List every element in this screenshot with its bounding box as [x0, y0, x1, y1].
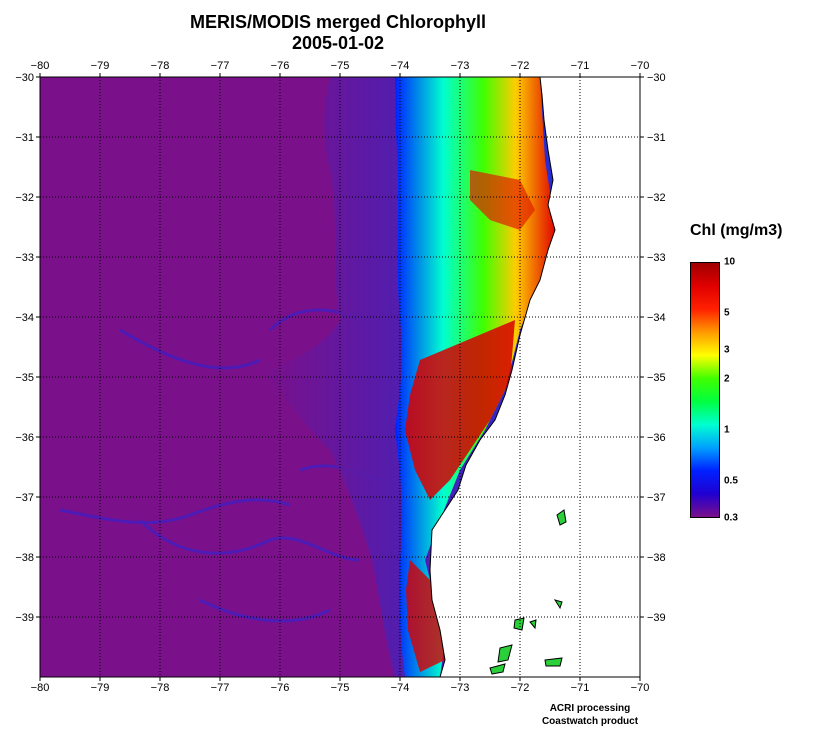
lon-label-bottom: −76 [271, 682, 290, 694]
lat-label-left: −38 [15, 552, 34, 564]
lon-label-bottom: −77 [211, 682, 230, 694]
lon-label-bottom: −79 [91, 682, 110, 694]
graticule [40, 77, 640, 677]
lon-label-top: −73 [451, 60, 470, 72]
lat-label-left: −39 [15, 612, 34, 624]
lon-label-bottom: −72 [511, 682, 530, 694]
chart-title: MERIS/MODIS merged Chlorophyll [189, 12, 487, 32]
lon-label-bottom: −75 [331, 682, 350, 694]
lat-label-right: −36 [647, 432, 666, 444]
colorbar-tick-label: 10 [724, 256, 736, 268]
lat-label-left: −37 [15, 492, 34, 504]
lon-label-top: −76 [271, 60, 290, 72]
lat-label-left: −32 [15, 192, 34, 204]
lat-label-left: −35 [15, 372, 34, 384]
lon-label-top: −77 [211, 60, 230, 72]
lon-label-top: −78 [151, 60, 170, 72]
lon-label-bottom: −71 [571, 682, 590, 694]
lon-label-top: −80 [31, 60, 50, 72]
lat-label-right: −39 [647, 612, 666, 624]
lon-label-bottom: −70 [631, 682, 650, 694]
colorbar-tick-label: 2 [724, 373, 730, 385]
lon-label-top: −79 [91, 60, 110, 72]
legend-title: Chl (mg/m3) [690, 222, 783, 239]
colorbar-tick-label: 0.5 [724, 475, 738, 487]
lat-label-left: −30 [15, 72, 34, 84]
lon-label-top: −74 [391, 60, 410, 72]
chart-date: 2005-01-02 [291, 33, 385, 53]
lon-label-bottom: −74 [391, 682, 410, 694]
lat-label-right: −32 [647, 192, 666, 204]
lon-label-top: −72 [511, 60, 530, 72]
lat-label-right: −33 [647, 252, 666, 264]
lat-label-right: −34 [647, 312, 666, 324]
lat-label-left: −33 [15, 252, 34, 264]
lon-label-bottom: −80 [31, 682, 50, 694]
islands [489, 509, 567, 675]
lon-label-top: −75 [331, 60, 350, 72]
colorbar-tick-label: 0.3 [724, 512, 738, 524]
colorbar [690, 262, 720, 518]
credit-processing: ACRI processing [549, 703, 631, 714]
lat-label-right: −30 [647, 72, 666, 84]
lon-label-bottom: −78 [151, 682, 170, 694]
axis-ticks: −80 −80 −79 −79 −78 −78 −77 −77 −76 −76 −75 −75 −74 −… [15, 60, 665, 694]
lat-label-right: −35 [647, 372, 666, 384]
lat-label-right: −38 [647, 552, 666, 564]
credit-product: Coastwatch product [541, 716, 639, 727]
lat-label-left: −31 [15, 132, 34, 144]
colorbar-tick-label: 5 [724, 307, 730, 319]
lat-label-right: −31 [647, 132, 666, 144]
high-chl-north [470, 170, 535, 230]
high-chl-south [406, 560, 445, 672]
colorbar-tick-label: 3 [724, 344, 730, 356]
colorbar-tick-label: 1 [724, 424, 730, 436]
lat-label-left: −34 [15, 312, 34, 324]
lat-label-left: −36 [15, 432, 34, 444]
lon-label-top: −70 [631, 60, 650, 72]
lon-label-top: −71 [571, 60, 590, 72]
lon-label-bottom: −73 [451, 682, 470, 694]
lat-label-right: −37 [647, 492, 666, 504]
